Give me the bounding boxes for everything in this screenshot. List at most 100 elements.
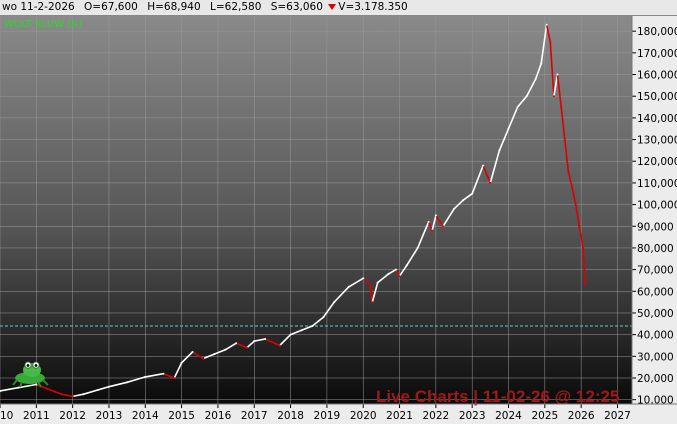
price-point bbox=[82, 393, 85, 396]
x-tick-label: 2026 bbox=[568, 410, 595, 422]
x-tick-label: 2023 bbox=[459, 410, 486, 422]
price-point bbox=[556, 73, 559, 76]
price-point bbox=[442, 225, 445, 228]
price-point bbox=[126, 381, 129, 384]
symbol-label: WOLT KLUW (A) bbox=[4, 19, 82, 30]
price-point bbox=[582, 246, 584, 249]
price-segment bbox=[482, 164, 492, 184]
quote-header: wo 11-2-2026 O=67,600 H=68,940 L=62,580 … bbox=[0, 0, 677, 16]
price-segment bbox=[534, 62, 543, 80]
price-segment bbox=[489, 149, 501, 184]
price-segment bbox=[180, 351, 194, 364]
price-point bbox=[369, 283, 372, 286]
price-point bbox=[253, 340, 256, 343]
price-segment bbox=[264, 338, 281, 347]
quote-volume: V=3.178.350 bbox=[338, 1, 408, 13]
price-point bbox=[300, 329, 303, 332]
price-segment bbox=[525, 78, 537, 97]
price-segment bbox=[246, 340, 256, 349]
y-tick-label: 60,000 bbox=[637, 286, 674, 298]
price-point bbox=[549, 41, 552, 43]
price-segment bbox=[545, 23, 552, 43]
price-point bbox=[347, 285, 350, 288]
x-tick-label: 2020 bbox=[350, 410, 377, 422]
price-point bbox=[278, 344, 281, 347]
y-tick-label: 30,000 bbox=[637, 351, 674, 363]
y-tick-label: 180,000 bbox=[637, 26, 677, 38]
price-segment bbox=[453, 199, 464, 210]
price-point bbox=[60, 393, 63, 396]
y-axis: 10,000 20,000 30,000 40,000 50,000 60,000 70,0… bbox=[632, 26, 677, 407]
price-point bbox=[471, 192, 474, 195]
y-tick-label: 160,000 bbox=[637, 70, 677, 82]
price-point bbox=[394, 268, 397, 271]
price-point bbox=[180, 361, 183, 364]
price-segment bbox=[71, 393, 85, 398]
price-segment bbox=[144, 372, 165, 378]
price-segment bbox=[35, 383, 49, 390]
x-tick-label: 2017 bbox=[241, 410, 268, 422]
price-point bbox=[202, 357, 205, 360]
price-point bbox=[264, 338, 267, 340]
y-tick-label: 10,000 bbox=[637, 395, 674, 407]
x-tick-label: 2027 bbox=[604, 410, 631, 422]
price-segment bbox=[162, 372, 176, 379]
y-tick-label: 170,000 bbox=[637, 48, 677, 60]
price-point bbox=[462, 199, 465, 202]
price-point bbox=[482, 164, 485, 167]
y-tick-label: 80,000 bbox=[637, 243, 674, 255]
price-point bbox=[434, 214, 437, 217]
y-tick-label: 130,000 bbox=[637, 135, 677, 147]
price-point bbox=[498, 149, 501, 152]
price-segment bbox=[311, 316, 325, 327]
price-point bbox=[162, 372, 165, 375]
watermark: Live Charts | 11-02-26 @ 12:25 bbox=[376, 387, 619, 406]
price-point bbox=[540, 62, 543, 65]
price-segment bbox=[398, 264, 408, 277]
price-point bbox=[191, 351, 194, 353]
price-segment bbox=[567, 171, 573, 188]
price-point bbox=[453, 207, 455, 210]
price-segment bbox=[516, 95, 528, 108]
price-point bbox=[567, 171, 570, 174]
price-point bbox=[431, 229, 434, 232]
price-segment bbox=[416, 221, 430, 249]
price-segment bbox=[507, 106, 519, 130]
price-point bbox=[224, 348, 227, 351]
price-segment bbox=[213, 348, 226, 355]
price-point bbox=[371, 301, 374, 304]
price-segment bbox=[563, 138, 570, 173]
price-point bbox=[560, 106, 563, 108]
plot-background bbox=[0, 16, 632, 404]
price-segment bbox=[333, 286, 350, 303]
price-point bbox=[398, 275, 401, 278]
quote-low: L=62,580 bbox=[209, 1, 262, 13]
price-series bbox=[0, 23, 587, 398]
price-point bbox=[108, 385, 110, 388]
x-tick-label: 2025 bbox=[531, 410, 558, 422]
price-point bbox=[17, 386, 20, 389]
x-tick-label: 2011 bbox=[23, 410, 50, 422]
price-segment bbox=[362, 277, 372, 286]
y-tick-label: 20,000 bbox=[637, 373, 674, 385]
price-point bbox=[552, 95, 555, 98]
price-segment bbox=[235, 342, 248, 349]
price-point bbox=[571, 186, 574, 189]
price-segment bbox=[289, 329, 303, 336]
price-segment bbox=[376, 273, 390, 284]
price-segment bbox=[322, 301, 336, 319]
y-tick-label: 100,000 bbox=[637, 200, 677, 212]
price-point bbox=[516, 106, 519, 108]
price-point bbox=[545, 23, 548, 26]
price-segment bbox=[405, 247, 419, 267]
price-segment bbox=[371, 281, 379, 303]
frog-logo bbox=[12, 361, 49, 388]
price-point bbox=[322, 316, 325, 319]
price-segment bbox=[347, 277, 365, 288]
price-segment bbox=[431, 214, 437, 232]
price-segment bbox=[462, 192, 474, 201]
price-segment bbox=[578, 225, 584, 249]
price-segment bbox=[369, 283, 374, 303]
price-segment bbox=[224, 342, 237, 351]
